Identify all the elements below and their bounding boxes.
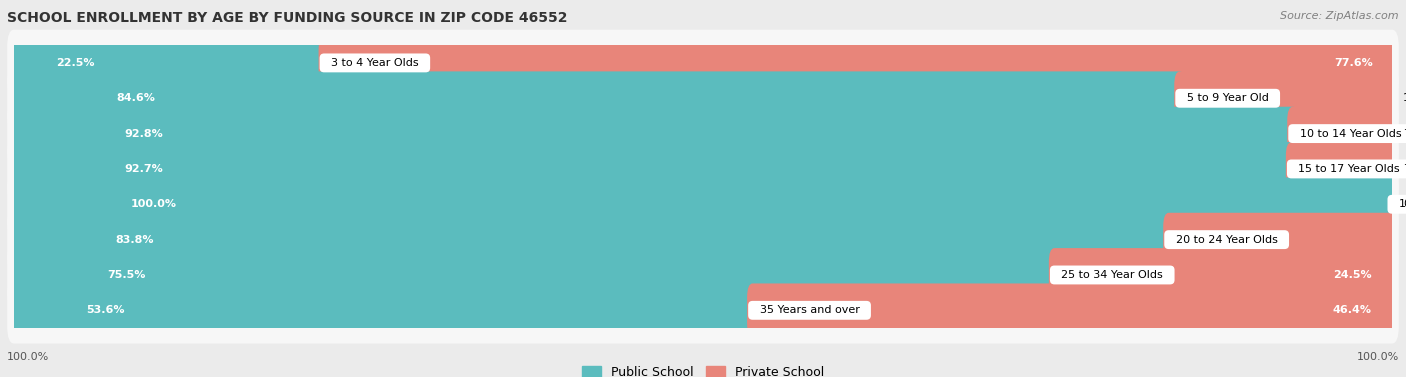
Text: 75.5%: 75.5% xyxy=(107,270,146,280)
FancyBboxPatch shape xyxy=(1174,71,1398,125)
Text: 5 to 9 Year Old: 5 to 9 Year Old xyxy=(1180,93,1275,103)
Text: 77.6%: 77.6% xyxy=(1334,58,1372,68)
Text: 0.0%: 0.0% xyxy=(1403,199,1406,209)
FancyBboxPatch shape xyxy=(7,30,1399,96)
Text: 100.0%: 100.0% xyxy=(1357,352,1399,362)
Text: 35 Years and over: 35 Years and over xyxy=(752,305,866,315)
Text: 92.7%: 92.7% xyxy=(124,164,163,174)
FancyBboxPatch shape xyxy=(8,107,1298,161)
FancyBboxPatch shape xyxy=(8,71,1185,125)
FancyBboxPatch shape xyxy=(7,136,1399,202)
FancyBboxPatch shape xyxy=(1163,213,1399,267)
Text: SCHOOL ENROLLMENT BY AGE BY FUNDING SOURCE IN ZIP CODE 46552: SCHOOL ENROLLMENT BY AGE BY FUNDING SOUR… xyxy=(7,11,568,25)
Text: 100.0%: 100.0% xyxy=(131,199,177,209)
FancyBboxPatch shape xyxy=(8,142,1296,196)
FancyBboxPatch shape xyxy=(8,213,1174,267)
Text: 92.8%: 92.8% xyxy=(124,129,163,139)
Text: 83.8%: 83.8% xyxy=(115,234,155,245)
FancyBboxPatch shape xyxy=(1288,107,1398,161)
Text: 16.3%: 16.3% xyxy=(1405,234,1406,245)
Text: 46.4%: 46.4% xyxy=(1333,305,1371,315)
FancyBboxPatch shape xyxy=(8,36,329,90)
Text: 84.6%: 84.6% xyxy=(117,93,155,103)
Text: 10 to 14 Year Olds: 10 to 14 Year Olds xyxy=(1292,129,1406,139)
FancyBboxPatch shape xyxy=(7,65,1399,132)
FancyBboxPatch shape xyxy=(7,242,1399,308)
Text: 25 to 34 Year Olds: 25 to 34 Year Olds xyxy=(1054,270,1170,280)
Text: 53.6%: 53.6% xyxy=(86,305,125,315)
Legend: Public School, Private School: Public School, Private School xyxy=(576,361,830,377)
Text: 22.5%: 22.5% xyxy=(56,58,96,68)
FancyBboxPatch shape xyxy=(8,248,1060,302)
Text: 7.2%: 7.2% xyxy=(1403,129,1406,139)
FancyBboxPatch shape xyxy=(747,284,1398,337)
FancyBboxPatch shape xyxy=(1286,142,1398,196)
FancyBboxPatch shape xyxy=(8,178,1398,231)
FancyBboxPatch shape xyxy=(1049,248,1398,302)
Text: 7.3%: 7.3% xyxy=(1403,164,1406,174)
Text: Source: ZipAtlas.com: Source: ZipAtlas.com xyxy=(1281,11,1399,21)
FancyBboxPatch shape xyxy=(7,100,1399,167)
Text: 100.0%: 100.0% xyxy=(7,352,49,362)
FancyBboxPatch shape xyxy=(7,277,1399,343)
FancyBboxPatch shape xyxy=(8,284,758,337)
FancyBboxPatch shape xyxy=(7,207,1399,273)
Text: 18 to 19 Year Olds: 18 to 19 Year Olds xyxy=(1392,199,1406,209)
Text: 3 to 4 Year Olds: 3 to 4 Year Olds xyxy=(325,58,426,68)
Text: 24.5%: 24.5% xyxy=(1333,270,1371,280)
FancyBboxPatch shape xyxy=(7,171,1399,238)
FancyBboxPatch shape xyxy=(319,36,1399,90)
Text: 15 to 17 Year Olds: 15 to 17 Year Olds xyxy=(1291,164,1406,174)
Text: 20 to 24 Year Olds: 20 to 24 Year Olds xyxy=(1168,234,1285,245)
Text: 15.4%: 15.4% xyxy=(1403,93,1406,103)
